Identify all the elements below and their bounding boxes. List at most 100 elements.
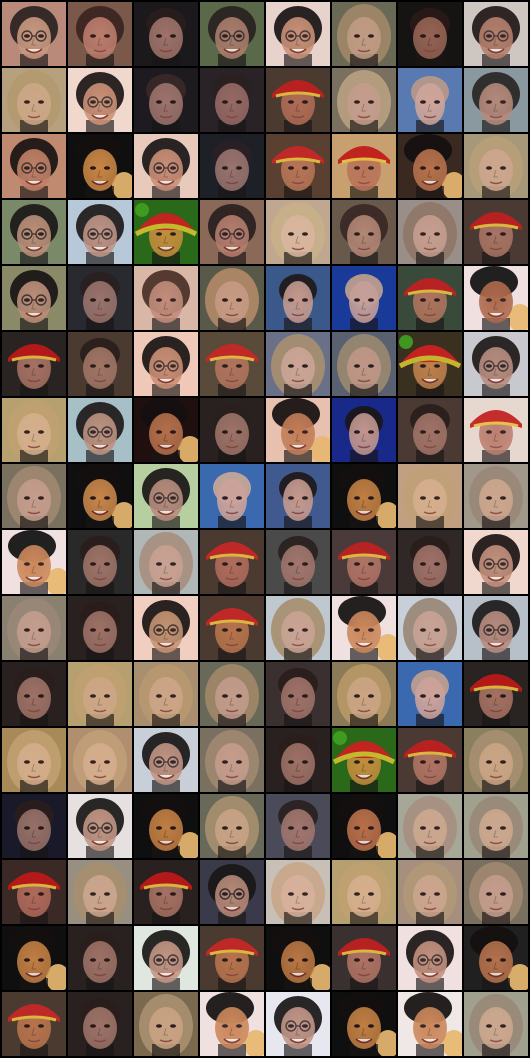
face-image	[398, 926, 462, 990]
face-image	[464, 398, 528, 462]
face-image	[2, 992, 66, 1056]
face-thumbnail	[332, 332, 396, 396]
face-thumbnail	[68, 794, 132, 858]
face-thumbnail	[464, 992, 528, 1056]
face-thumbnail	[332, 464, 396, 528]
face-image	[134, 200, 198, 264]
face-thumbnail	[2, 794, 66, 858]
face-thumbnail	[332, 860, 396, 924]
face-thumbnail	[332, 992, 396, 1056]
face-image	[332, 662, 396, 726]
face-thumbnail	[2, 596, 66, 660]
face-thumbnail	[134, 992, 198, 1056]
face-image	[200, 596, 264, 660]
face-thumbnail	[266, 662, 330, 726]
face-thumbnail	[464, 332, 528, 396]
face-thumbnail	[398, 992, 462, 1056]
face-image	[398, 728, 462, 792]
face-thumbnail	[398, 860, 462, 924]
face-image	[332, 266, 396, 330]
face-image	[464, 200, 528, 264]
face-thumbnail	[266, 728, 330, 792]
face-thumbnail	[2, 2, 66, 66]
face-image	[332, 134, 396, 198]
face-thumbnail	[2, 332, 66, 396]
face-thumbnail	[134, 530, 198, 594]
face-thumbnail	[332, 530, 396, 594]
face-thumbnail	[464, 860, 528, 924]
face-thumbnail	[2, 662, 66, 726]
face-thumbnail	[332, 794, 396, 858]
face-image	[2, 728, 66, 792]
face-image	[398, 860, 462, 924]
face-thumbnail	[200, 464, 264, 528]
face-thumbnail	[266, 68, 330, 132]
face-image	[266, 530, 330, 594]
face-image	[398, 266, 462, 330]
face-thumbnail	[134, 266, 198, 330]
face-thumbnail	[398, 68, 462, 132]
face-thumbnail	[68, 530, 132, 594]
face-thumbnail	[266, 794, 330, 858]
face-image	[200, 992, 264, 1056]
face-image	[464, 332, 528, 396]
face-image	[266, 662, 330, 726]
face-thumbnail	[2, 728, 66, 792]
face-image	[2, 332, 66, 396]
face-thumbnail	[134, 332, 198, 396]
face-thumbnail	[398, 200, 462, 264]
face-image	[464, 68, 528, 132]
face-thumbnail	[332, 2, 396, 66]
face-image	[332, 926, 396, 990]
face-thumbnail	[134, 860, 198, 924]
face-thumbnail	[398, 794, 462, 858]
face-image	[2, 200, 66, 264]
face-image	[266, 200, 330, 264]
face-image	[266, 860, 330, 924]
face-image	[2, 134, 66, 198]
face-image	[2, 662, 66, 726]
face-thumbnail	[134, 662, 198, 726]
face-image	[68, 398, 132, 462]
face-thumbnail	[266, 992, 330, 1056]
face-image	[68, 596, 132, 660]
face-image	[332, 200, 396, 264]
face-thumbnail	[266, 596, 330, 660]
face-image	[398, 794, 462, 858]
face-thumbnail	[134, 464, 198, 528]
face-thumbnail	[68, 2, 132, 66]
face-image	[398, 332, 462, 396]
face-image	[134, 464, 198, 528]
face-thumbnail	[68, 992, 132, 1056]
face-thumbnail	[398, 134, 462, 198]
face-image	[134, 794, 198, 858]
face-thumbnail	[200, 266, 264, 330]
face-thumbnail	[398, 728, 462, 792]
face-image	[332, 992, 396, 1056]
face-image	[2, 2, 66, 66]
face-thumbnail	[266, 134, 330, 198]
face-thumbnail	[266, 332, 330, 396]
face-image	[68, 68, 132, 132]
face-image	[2, 464, 66, 528]
face-image	[266, 728, 330, 792]
face-image	[266, 68, 330, 132]
face-image	[200, 662, 264, 726]
face-thumbnail	[398, 464, 462, 528]
face-thumbnail	[200, 2, 264, 66]
face-image	[332, 398, 396, 462]
face-image	[332, 728, 396, 792]
face-thumbnail	[200, 662, 264, 726]
face-thumbnail	[134, 398, 198, 462]
face-image	[68, 266, 132, 330]
face-image	[68, 926, 132, 990]
face-thumbnail	[134, 926, 198, 990]
face-image	[464, 530, 528, 594]
face-thumbnail	[398, 596, 462, 660]
face-image	[266, 266, 330, 330]
face-image	[68, 728, 132, 792]
face-image	[398, 530, 462, 594]
face-image	[332, 464, 396, 528]
face-thumbnail	[266, 926, 330, 990]
face-thumbnail	[332, 200, 396, 264]
